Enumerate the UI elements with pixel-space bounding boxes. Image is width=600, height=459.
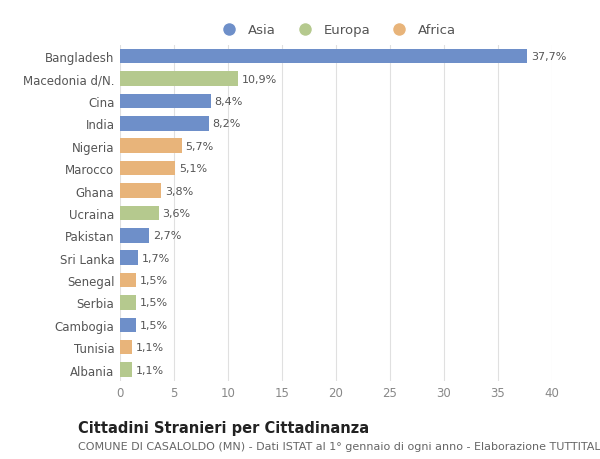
Bar (120, 296, 136, 310)
Text: 10,9%: 10,9% (241, 74, 277, 84)
Text: 37,7%: 37,7% (531, 52, 566, 62)
Bar (120, 95, 211, 109)
Text: 5,7%: 5,7% (185, 141, 214, 151)
Text: 8,2%: 8,2% (212, 119, 241, 129)
Text: 8,4%: 8,4% (215, 97, 243, 107)
Legend: Asia, Europa, Africa: Asia, Europa, Africa (211, 19, 461, 43)
Bar (120, 162, 175, 176)
Bar (120, 72, 238, 87)
Bar (120, 184, 161, 198)
Bar (120, 206, 159, 221)
Bar (120, 50, 527, 64)
Bar (120, 340, 132, 355)
Bar (120, 139, 182, 154)
Text: 3,6%: 3,6% (163, 208, 191, 218)
Text: Cittadini Stranieri per Cittadinanza: Cittadini Stranieri per Cittadinanza (78, 420, 369, 435)
Text: 1,5%: 1,5% (140, 320, 168, 330)
Bar (120, 363, 132, 377)
Text: 1,5%: 1,5% (140, 275, 168, 285)
Text: 5,1%: 5,1% (179, 164, 207, 174)
Text: 3,8%: 3,8% (165, 186, 193, 196)
Text: 1,7%: 1,7% (142, 253, 170, 263)
Text: COMUNE DI CASALOLDO (MN) - Dati ISTAT al 1° gennaio di ogni anno - Elaborazione : COMUNE DI CASALOLDO (MN) - Dati ISTAT al… (78, 441, 600, 451)
Text: 2,7%: 2,7% (153, 231, 181, 241)
Bar (120, 273, 136, 288)
Bar (120, 229, 149, 243)
Text: 1,5%: 1,5% (140, 298, 168, 308)
Text: 1,1%: 1,1% (136, 342, 164, 353)
Bar (120, 251, 139, 265)
Text: 1,1%: 1,1% (136, 365, 164, 375)
Bar (120, 318, 136, 332)
Bar (120, 117, 209, 131)
